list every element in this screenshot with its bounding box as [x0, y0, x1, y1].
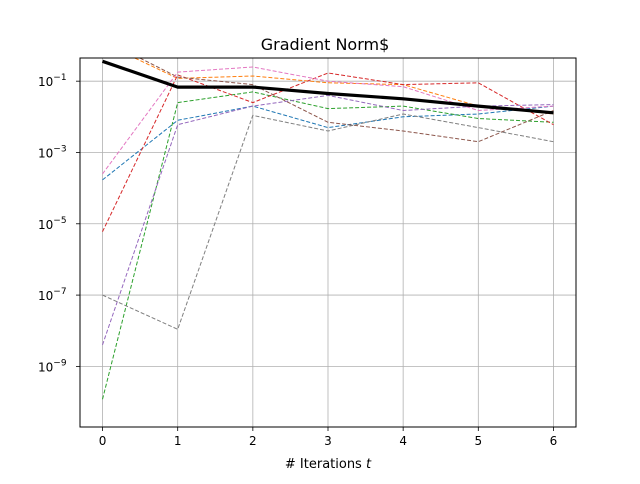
y-tick-label: 10−3: [38, 144, 67, 160]
grid-lines: [80, 58, 576, 427]
x-axis-label-variable: t: [366, 457, 372, 472]
x-axis-label-text: # Iterations: [285, 457, 362, 472]
x-tick-label: 5: [474, 434, 482, 448]
y-tick-label: 10−5: [38, 216, 67, 232]
series-line-bold: [101, 59, 554, 115]
y-tick-exponent: −7: [53, 287, 66, 297]
y-tick-exponent: −3: [53, 144, 66, 154]
x-tick-label: 2: [249, 434, 257, 448]
x-tick-label: 6: [550, 434, 558, 448]
y-tick-exponent: −5: [53, 216, 66, 226]
series-line-8: [102, 113, 554, 330]
y-tick-exponent: −1: [53, 73, 66, 83]
series-line-3: [102, 91, 554, 400]
y-tick-label: 10−9: [38, 358, 67, 374]
y-tick-exponent: −9: [53, 358, 67, 368]
series-line-6: [138, 58, 554, 143]
x-tick-label: 4: [399, 434, 407, 448]
x-tick-label: 1: [174, 434, 182, 448]
y-axis-ticks: 10−1 10−3 10−5 10−7 10−9: [38, 73, 80, 374]
x-axis-label: # Iterations t: [285, 457, 372, 472]
x-axis-ticks: 0 1 2 3 4 5 6: [99, 427, 558, 448]
chart-title: Gradient Norm$: [261, 35, 390, 54]
x-tick-label: 0: [99, 434, 107, 448]
y-tick-label: 10−1: [38, 73, 67, 89]
series-lines: [101, 58, 554, 400]
x-tick-label: 3: [324, 434, 332, 448]
series-line-7: [102, 66, 554, 175]
y-tick-label: 10−7: [38, 287, 67, 303]
